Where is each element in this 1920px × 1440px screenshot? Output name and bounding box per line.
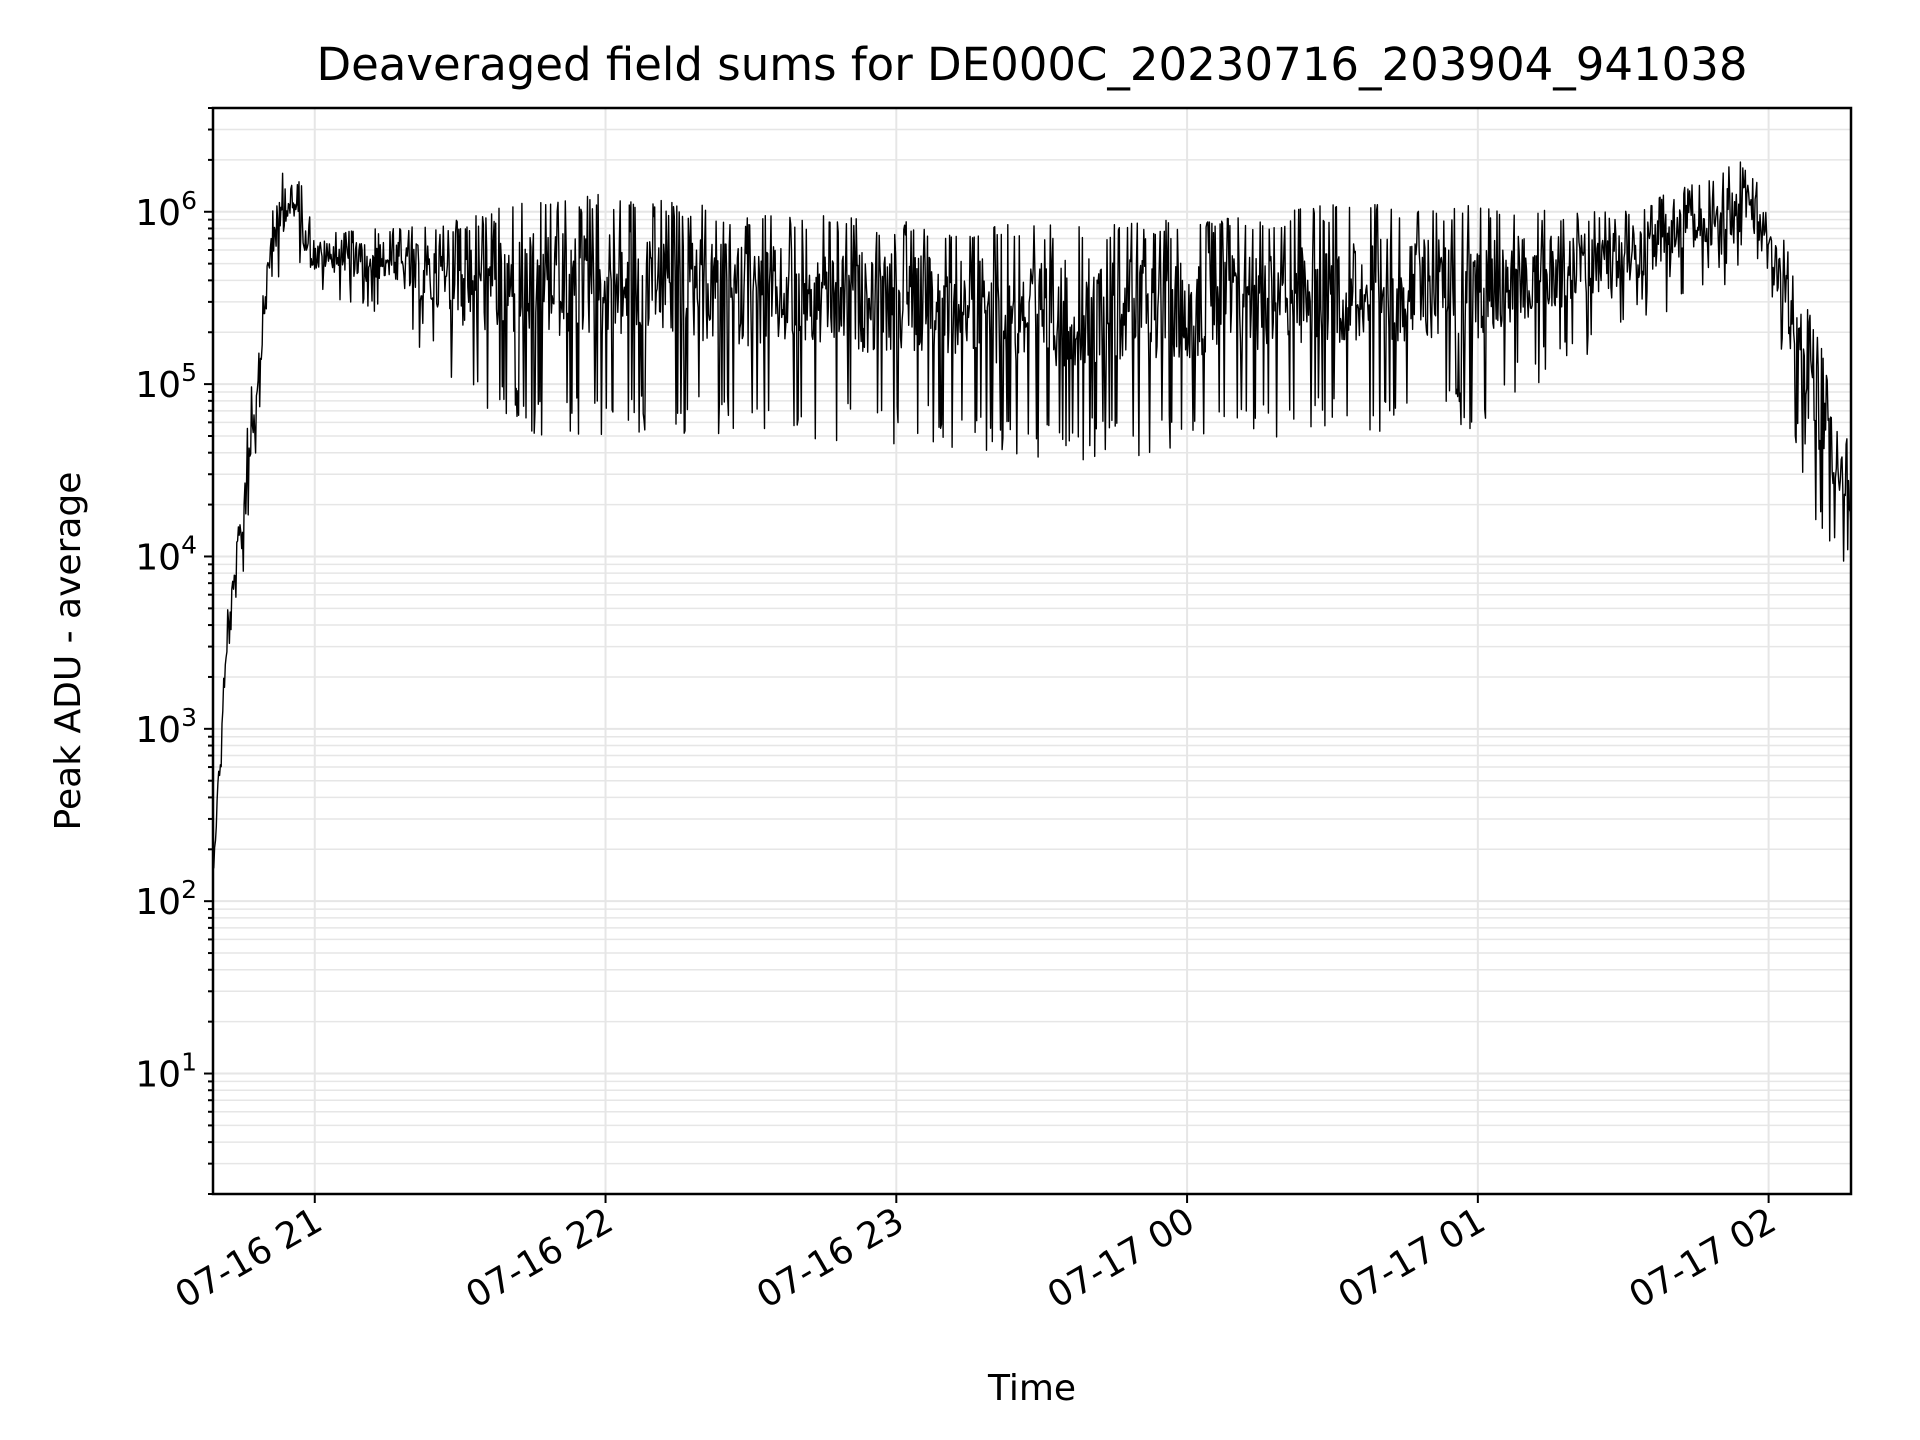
y-axis: 101 102 103 104 105 106: [135, 107, 213, 1195]
series-line: [213, 161, 1851, 869]
x-axis-label: Time: [987, 1368, 1076, 1409]
y-tick-label: 105: [135, 358, 197, 406]
y-axis-label: Peak ADU - average: [48, 472, 89, 831]
plot-area: [213, 161, 1851, 869]
grid: [213, 107, 1851, 1195]
chart-title: Deaveraged field sums for DE000C_2023071…: [316, 38, 1747, 91]
y-tick-label: 101: [135, 1048, 197, 1096]
y-tick-label: 103: [135, 703, 197, 751]
y-tick-label: 106: [135, 186, 197, 234]
plot-frame: [211, 106, 1853, 1196]
y-tick-label: 102: [135, 875, 197, 923]
y-tick-label: 104: [135, 530, 197, 578]
